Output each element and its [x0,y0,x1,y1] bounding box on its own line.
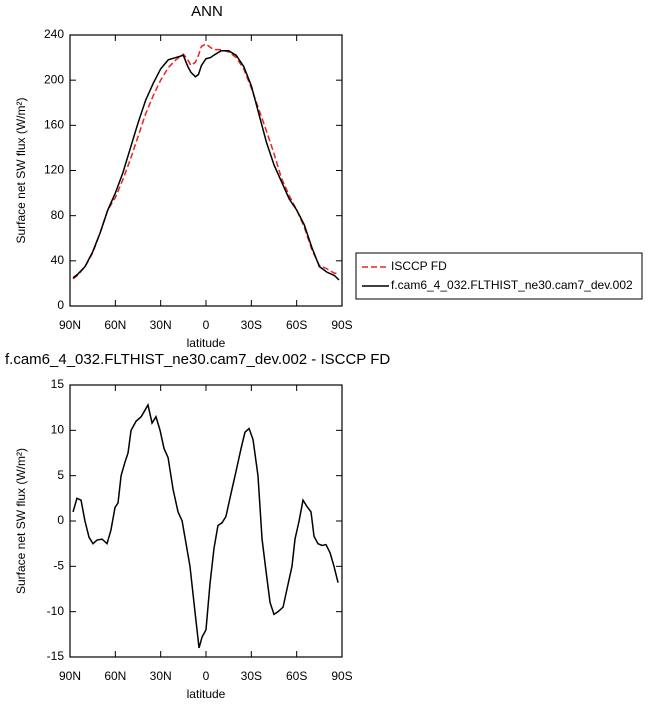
x-tick-label: 60N [104,669,126,683]
y-tick-label: 80 [51,208,65,222]
chart-title: ANN [191,3,223,20]
data-line [72,50,340,281]
y-axis-title: Surface net SW flux (W/m²) [14,97,28,243]
y-tick-label: -15 [47,649,65,663]
legend-label: f.cam6_4_032.FLTHIST_ne30.cam7_dev.002 [391,278,633,292]
x-tick-label: 30N [150,318,172,332]
y-tick-label: -5 [53,559,64,573]
x-tick-label: 90N [59,318,81,332]
x-tick-label: 0 [203,318,210,332]
plot-frame [69,384,343,658]
x-tick-label: 60N [104,318,126,332]
x-axis-title: latitude [187,687,226,701]
y-tick-label: 0 [57,298,64,312]
x-tick-label: 90S [331,318,352,332]
y-tick-label: 240 [44,27,64,41]
y-tick-label: 40 [51,253,65,267]
x-tick-label: 60S [286,318,307,332]
x-tick-label: 90N [59,669,81,683]
chart-title: f.cam6_4_032.FLTHIST_ne30.cam7_dev.002 -… [5,351,390,368]
x-tick-label: 0 [203,669,210,683]
y-tick-label: 10 [51,423,65,437]
y-tick-label: 200 [44,72,64,86]
y-tick-label: 15 [51,377,65,391]
y-tick-label: -10 [47,604,65,618]
x-tick-label: 30S [241,669,262,683]
y-tick-label: 5 [57,468,64,482]
y-tick-label: 120 [44,163,64,177]
data-line [72,43,339,280]
plot-frame [69,34,343,307]
x-tick-label: 90S [331,669,352,683]
y-tick-label: 0 [57,513,64,527]
x-axis-title: latitude [187,336,226,350]
x-tick-label: 30S [241,318,262,332]
x-tick-label: 30N [150,669,172,683]
y-axis-title: Surface net SW flux (W/m²) [14,448,28,594]
data-line [72,402,339,649]
legend-box [355,252,643,300]
x-tick-label: 60S [286,669,307,683]
y-tick-label: 160 [44,118,64,132]
legend-label: ISCCP FD [391,259,447,273]
